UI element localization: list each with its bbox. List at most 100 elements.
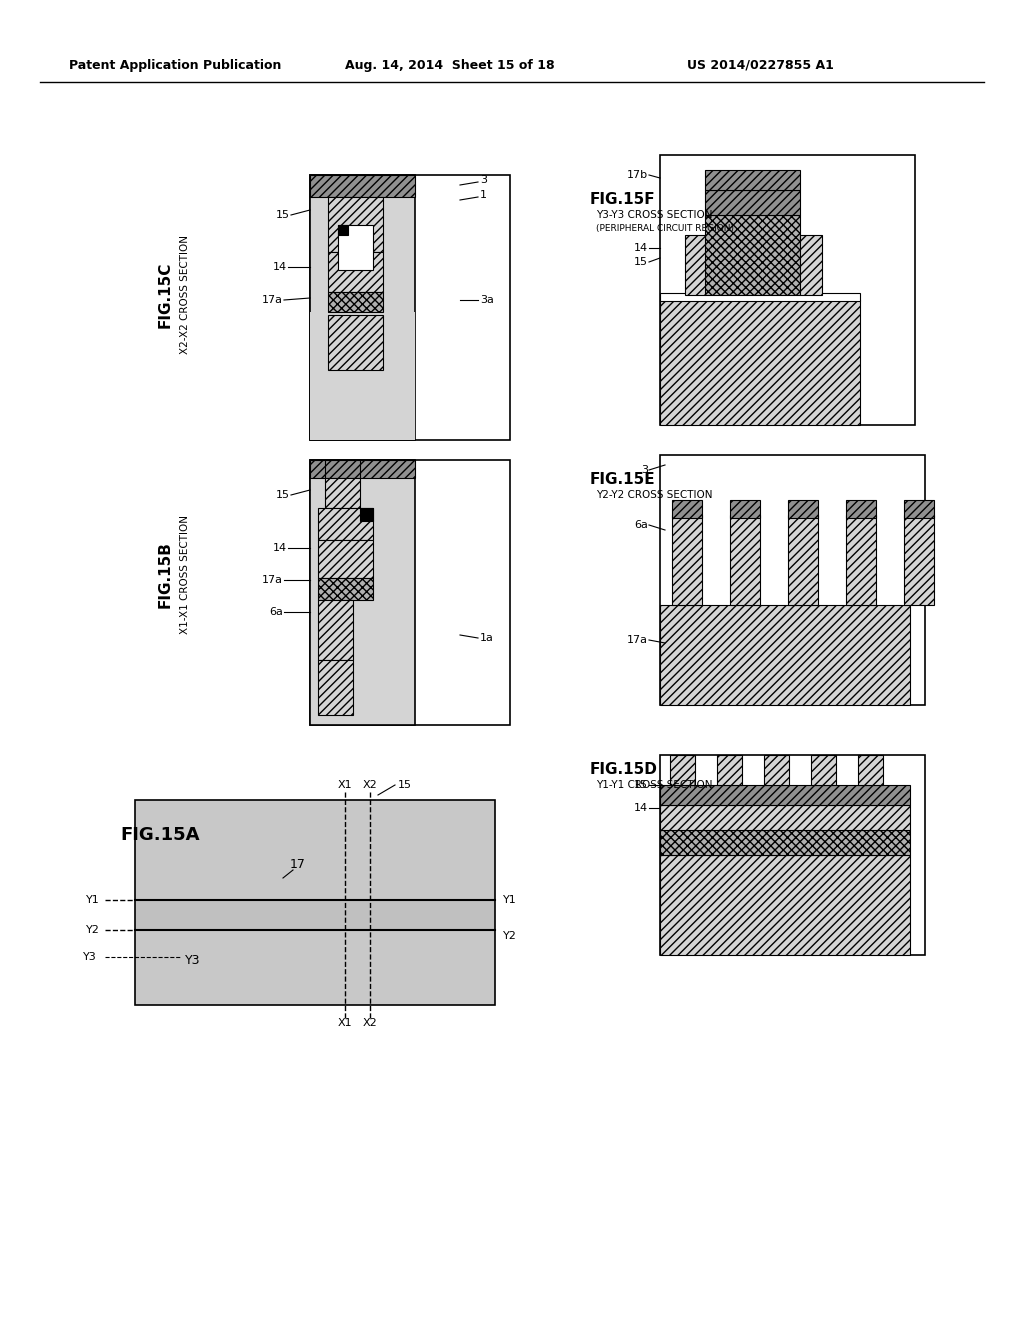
Bar	[328, 315, 383, 370]
Text: X2-X2 CROSS SECTION: X2-X2 CROSS SECTION	[180, 235, 190, 355]
Bar	[660, 785, 910, 805]
Bar	[730, 500, 760, 517]
Text: 15: 15	[634, 257, 648, 267]
Text: 17b: 17b	[627, 170, 648, 180]
Bar	[135, 900, 495, 931]
Text: FIG.15E: FIG.15E	[590, 473, 655, 487]
Bar	[730, 515, 760, 605]
Text: Y1-Y1 CROSS SECTION: Y1-Y1 CROSS SECTION	[596, 780, 713, 789]
Text: 3: 3	[480, 176, 487, 185]
Bar	[328, 197, 383, 252]
Text: Patent Application Publication: Patent Application Publication	[69, 58, 282, 71]
Bar	[135, 931, 495, 1005]
Text: Y1: Y1	[86, 895, 100, 906]
Text: 14: 14	[272, 543, 287, 553]
Bar	[660, 855, 910, 954]
Text: 17a: 17a	[262, 294, 283, 305]
Text: X1-X1 CROSS SECTION: X1-X1 CROSS SECTION	[180, 516, 190, 635]
Text: 3a: 3a	[480, 294, 494, 305]
Bar	[811, 755, 836, 785]
Bar	[660, 755, 925, 954]
Bar	[660, 455, 925, 705]
Text: 14: 14	[634, 243, 648, 253]
Text: US 2014/0227855 A1: US 2014/0227855 A1	[686, 58, 834, 71]
Bar	[310, 176, 415, 197]
Bar	[310, 459, 510, 725]
Text: Y3: Y3	[83, 952, 97, 962]
Text: 17a: 17a	[627, 635, 648, 645]
Bar	[904, 515, 934, 605]
Bar	[660, 154, 915, 425]
Bar	[800, 235, 822, 294]
Bar	[135, 800, 495, 1005]
Text: FIG.15B: FIG.15B	[158, 541, 172, 609]
Bar	[670, 755, 695, 785]
Bar	[310, 176, 415, 440]
Text: 17a: 17a	[262, 576, 283, 585]
Bar	[846, 515, 876, 605]
Bar	[318, 540, 373, 578]
Bar	[310, 459, 415, 725]
Bar	[846, 500, 876, 517]
Text: FIG.15A: FIG.15A	[120, 826, 200, 843]
Bar	[318, 660, 353, 715]
Bar	[360, 508, 373, 521]
Bar	[318, 601, 353, 660]
Bar	[788, 515, 818, 605]
Text: 6a: 6a	[634, 520, 648, 531]
Bar	[318, 508, 373, 540]
Bar	[660, 830, 910, 855]
Text: Y1: Y1	[503, 895, 517, 906]
Bar	[660, 805, 910, 830]
Text: FIG.15C: FIG.15C	[158, 261, 172, 329]
Text: Y2: Y2	[503, 931, 517, 941]
Text: (PERIPHERAL CIRCUIT REGION): (PERIPHERAL CIRCUIT REGION)	[596, 223, 734, 232]
Text: 14: 14	[272, 261, 287, 272]
Text: 15: 15	[276, 490, 290, 500]
Text: FIG.15D: FIG.15D	[590, 763, 657, 777]
Bar	[328, 292, 383, 312]
Text: 17: 17	[290, 858, 306, 871]
Bar	[660, 300, 860, 425]
Text: Y2: Y2	[86, 925, 100, 935]
Bar	[318, 578, 373, 601]
Bar	[705, 190, 800, 215]
Text: 1: 1	[480, 190, 487, 201]
Text: 14: 14	[634, 803, 648, 813]
Bar	[135, 800, 495, 900]
Bar	[685, 235, 705, 294]
Text: Aug. 14, 2014  Sheet 15 of 18: Aug. 14, 2014 Sheet 15 of 18	[345, 58, 555, 71]
Bar	[325, 459, 360, 478]
Bar	[660, 605, 910, 705]
Text: Y3-Y3 CROSS SECTION: Y3-Y3 CROSS SECTION	[596, 210, 713, 220]
Text: Y3: Y3	[185, 953, 201, 966]
Bar	[705, 215, 800, 294]
Bar	[310, 459, 415, 478]
Text: X1: X1	[338, 1018, 352, 1028]
Text: Y2-Y2 CROSS SECTION: Y2-Y2 CROSS SECTION	[596, 490, 713, 500]
Bar	[764, 755, 790, 785]
Bar	[672, 515, 702, 605]
Bar	[717, 755, 742, 785]
Text: FIG.15F: FIG.15F	[590, 193, 655, 207]
Bar	[338, 224, 348, 235]
Bar	[310, 176, 415, 440]
Text: X1: X1	[338, 780, 352, 789]
Text: X2: X2	[362, 1018, 378, 1028]
Bar	[310, 176, 510, 440]
Text: 3: 3	[641, 465, 648, 475]
Text: 15: 15	[634, 780, 648, 789]
Bar	[338, 224, 373, 271]
Bar	[325, 478, 360, 508]
Text: X2: X2	[362, 780, 378, 789]
Text: 6a: 6a	[269, 607, 283, 616]
Bar	[310, 312, 415, 440]
Bar	[788, 500, 818, 517]
Text: 15: 15	[276, 210, 290, 220]
Bar	[660, 293, 860, 301]
Bar	[904, 500, 934, 517]
Bar	[328, 252, 383, 292]
Text: 1a: 1a	[480, 634, 494, 643]
Bar	[672, 500, 702, 517]
Bar	[858, 755, 883, 785]
